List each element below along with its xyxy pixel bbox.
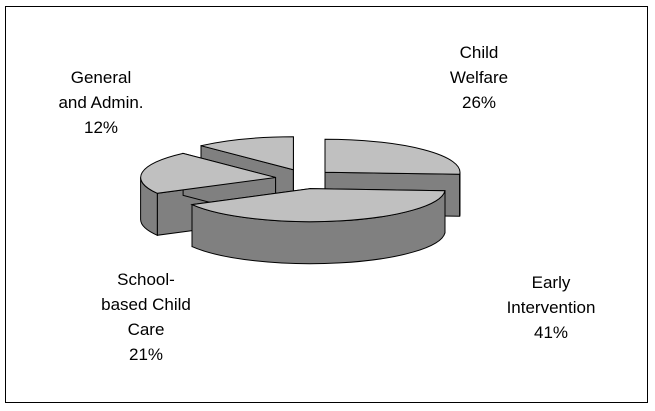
label-percent: 21%	[128, 345, 164, 364]
label-line: Intervention	[506, 298, 596, 317]
chart-frame: Child Welfare 26% Early Intervention 41%…	[5, 6, 648, 403]
label-line: General	[70, 68, 132, 87]
label-line: Early	[531, 273, 571, 292]
pie-chart	[140, 136, 461, 265]
slice-top-2	[140, 152, 276, 194]
label-line: based Child	[101, 295, 191, 314]
label-percent: 26%	[461, 93, 497, 112]
slice-top-3	[200, 136, 294, 171]
label-line: Child	[459, 43, 499, 62]
label-line: School-	[117, 270, 175, 289]
label-percent: 41%	[533, 323, 569, 342]
label-line: Care	[127, 320, 165, 339]
label-early-intervention: Early Intervention 41%	[491, 270, 611, 345]
slice-top-1	[190, 188, 446, 223]
label-line: Welfare	[449, 68, 509, 87]
label-child-welfare: Child Welfare 26%	[424, 40, 534, 115]
label-school-based-child-care: School- based Child Care 21%	[86, 267, 206, 367]
label-general-and-admin: General and Admin. 12%	[46, 65, 156, 140]
label-line: and Admin.	[58, 93, 144, 112]
slice-top-0	[324, 138, 461, 175]
pie-slice-1	[190, 188, 446, 265]
label-percent: 12%	[83, 118, 119, 137]
